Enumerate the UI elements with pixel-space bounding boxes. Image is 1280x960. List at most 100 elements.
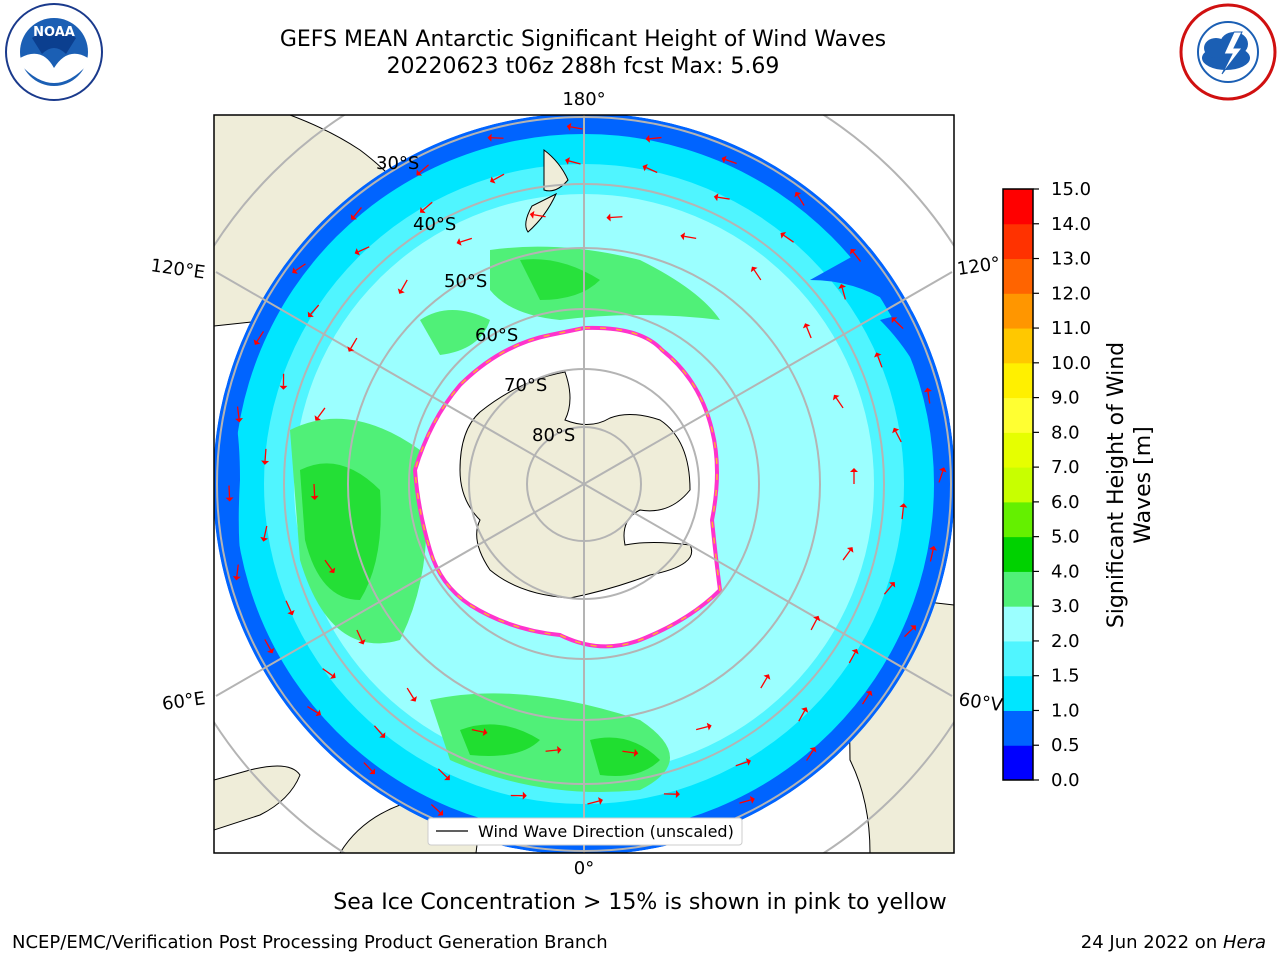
wave-arrow	[735, 761, 748, 767]
colorbar-tick-label: 12.0	[1051, 283, 1091, 304]
wave-arrow	[927, 391, 931, 404]
wave-arrow-head	[675, 790, 680, 799]
wave-arrow-head	[261, 460, 270, 465]
wave-arrow-head	[419, 206, 426, 214]
lat-label-80: 80°S	[532, 425, 575, 446]
wave-arrow	[256, 331, 265, 342]
wave-arrow-head	[850, 248, 857, 255]
wave-arrow	[493, 173, 505, 181]
colorbar-bin	[1003, 536, 1033, 572]
colorbar-tick-label: 0.5	[1051, 735, 1080, 756]
colorbar-bin	[1003, 258, 1033, 294]
wave-arrow-head	[633, 748, 639, 757]
wave-arrow-head	[929, 545, 937, 551]
wave-arrow	[307, 706, 318, 714]
colorbar-ticks: 0.0 0.5 1.0 1.5 2.0 3.0 4.0 5.0 6.0 7.0 8.0 9.0 10.0…	[1033, 179, 1091, 791]
wave-arrow-head	[873, 352, 882, 358]
wave-arrow-head	[354, 248, 360, 256]
wave-arrow-head	[892, 427, 900, 434]
map-legend: Wind Wave Direction (unscaled)	[427, 817, 743, 846]
wave-arrow-head	[410, 696, 417, 702]
wave-arrow	[350, 337, 358, 349]
wave-arrow-head	[939, 467, 947, 473]
wave-arrow	[901, 507, 905, 520]
wave-arrow	[929, 549, 934, 562]
wave-arrow-head	[260, 536, 269, 542]
wave-arrow	[883, 584, 893, 595]
wave-arrow	[877, 355, 883, 368]
wave-arrow	[717, 196, 730, 200]
wave-arrow	[622, 750, 635, 754]
wave-arrow	[587, 800, 600, 805]
wave-arrow	[904, 627, 914, 638]
colorbar-bin	[1003, 571, 1033, 607]
noaa-logo: NOAA	[5, 3, 103, 101]
wave-arrow-head	[315, 709, 322, 717]
lat-label-50: 50°S	[444, 271, 487, 292]
wave-arrow	[645, 167, 658, 174]
wave-arrow	[806, 750, 814, 761]
wave-arrow-head	[522, 791, 527, 800]
antarctica	[412, 325, 723, 649]
wave-arrow-head	[444, 774, 450, 781]
wave-arrow-head	[846, 547, 854, 553]
wave-arrow-head	[287, 609, 295, 616]
wave-arrow	[545, 749, 558, 752]
wave-arrow-head	[487, 133, 492, 142]
land-new-zealand	[525, 148, 569, 233]
wave-arrow-head	[232, 575, 241, 581]
wave-arrow	[358, 246, 370, 253]
wave-arrow-head	[749, 796, 755, 804]
wave-arrow-head	[809, 747, 817, 753]
colorbar-tick-label: 6.0	[1051, 492, 1080, 513]
wave-arrow	[324, 559, 333, 571]
wave-arrow	[373, 725, 383, 736]
wave-arrow-head	[598, 797, 603, 805]
wave-arrow-head	[397, 288, 405, 294]
wave-arrow	[806, 326, 812, 339]
wave-arrow-head	[832, 394, 840, 401]
wave-arrow-head	[745, 758, 751, 766]
wave-arrow-head	[330, 672, 336, 679]
nws-logo	[1179, 3, 1277, 101]
wave-arrow-head	[891, 317, 898, 324]
wave-arrow-head	[645, 134, 650, 143]
colorbar-tick-label: 7.0	[1051, 457, 1080, 478]
wave-arrow-head	[813, 615, 821, 622]
wave-arrow-head	[865, 690, 873, 697]
wave-arrow-head	[292, 267, 298, 274]
lon-label-right-upper: 120°	[956, 253, 1002, 280]
wave-arrow-head	[437, 809, 444, 816]
wave-arrow-head	[910, 625, 916, 632]
wave-arrow-head	[889, 581, 896, 588]
wave-arrow	[236, 564, 239, 577]
colorbar-label-line2: Waves [m]	[1131, 426, 1156, 543]
footer-machine: Hera	[1222, 932, 1266, 953]
wave-arrow-head	[606, 213, 611, 222]
chart-title-line1: GEFS MEAN Antarctic Significant Height o…	[279, 27, 887, 52]
wave-arrow	[422, 201, 433, 211]
lon-label-bottom: 0°	[574, 858, 594, 879]
wave-arrow-head	[529, 210, 535, 219]
wave-arrow	[419, 164, 429, 174]
wave-arrow	[363, 762, 373, 772]
lon-label-top: 180°	[562, 89, 605, 110]
wave-arrow-head	[706, 722, 712, 731]
wave-arrow	[684, 235, 697, 240]
wave-arrow	[228, 485, 231, 498]
wave-arrow	[310, 304, 320, 315]
wave-arrow	[835, 397, 844, 409]
wave-arrow	[285, 600, 292, 612]
wave-arrow-head	[267, 647, 275, 654]
wave-arrow	[406, 687, 415, 699]
colorbar-bin	[1003, 467, 1033, 503]
wave-arrow-head	[358, 639, 366, 645]
wave-arrow	[430, 804, 441, 814]
wave-arrow-head	[680, 232, 686, 241]
wave-arrow-head	[369, 768, 376, 775]
wave-arrow-head	[314, 415, 322, 421]
colorbar-tick-label: 1.5	[1051, 666, 1080, 687]
wave-arrow	[400, 279, 408, 291]
lon-label-left-lower: 60°E	[161, 688, 207, 715]
wave-arrow	[725, 158, 737, 165]
